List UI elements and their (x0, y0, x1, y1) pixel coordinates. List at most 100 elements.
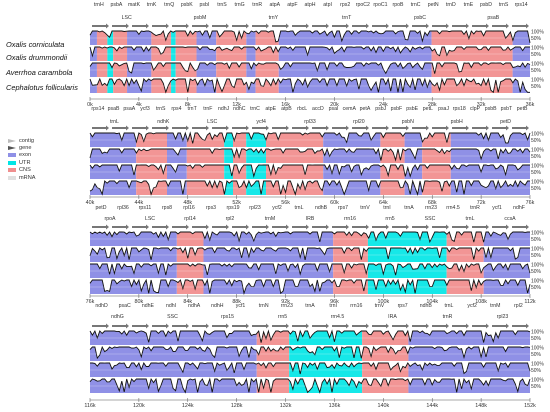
gene-label-top: psbF (391, 106, 403, 112)
gene-arrow (152, 25, 166, 27)
species-label-4: Cephalotus follicularis (6, 83, 78, 92)
gene-label-bottom: rpoA (105, 216, 116, 222)
gene-label-top: ndhJ (218, 106, 230, 112)
axis-tick-label: 56k (281, 200, 290, 206)
identity-gap (90, 331, 530, 343)
gene-label-bottom: rrn5 (385, 216, 394, 222)
identity-trace (90, 361, 531, 375)
identity-trace (89, 230, 530, 244)
gene-arrow-head (166, 23, 169, 29)
gene-label-top: psbB (485, 106, 497, 112)
identity-trace (89, 345, 531, 360)
gene-arrow-head (206, 323, 209, 329)
gene-label-bottom: rpl23 (497, 314, 509, 320)
gene-label-top: ndhE (142, 303, 155, 309)
gene-arrow (132, 226, 146, 228)
gene-arrow (332, 25, 346, 27)
gene-label-top: trnA (404, 205, 414, 211)
gene-arrow (472, 25, 486, 27)
gene-arrow-head (146, 323, 149, 329)
gene-arrow (432, 226, 446, 228)
identity-trace (90, 262, 531, 276)
gene-label-top: ycf1 (492, 205, 502, 211)
gene-arrow (152, 325, 166, 327)
gene-arrow (252, 127, 266, 129)
gene-arrow (412, 226, 426, 228)
gene-label-top: trnC (250, 106, 260, 112)
gene-arrow-head (346, 323, 349, 329)
gene-arrow (112, 226, 126, 228)
gene-label-top: petA (360, 106, 371, 112)
gene-label-top: ndhH (211, 303, 224, 309)
percent-100-label: 100% (531, 148, 544, 154)
gene-arrow (352, 325, 366, 327)
axis-tick-label: 132k (280, 403, 292, 409)
percent-100-label: 100% (531, 362, 544, 368)
mrna-swatch (8, 175, 16, 180)
gene-label-bottom: ndhK (157, 119, 170, 125)
gene-arrow-head (306, 224, 309, 230)
gene-arrow (412, 325, 426, 327)
axis-tick-label: 100k (377, 299, 389, 305)
axis-tick-label: 20k (330, 102, 339, 108)
gene-arrow (472, 127, 486, 129)
gene-label-top: rps14 (515, 2, 528, 8)
gene-arrow (232, 25, 246, 27)
gene-arrow-head (526, 125, 529, 131)
gene-arrow-head (386, 224, 389, 230)
gene-label-top: trnC (411, 2, 421, 8)
axis-tick-label: 60k (330, 200, 339, 206)
gene-arrow (132, 325, 146, 327)
gene-label-bottom: psaB (487, 15, 499, 21)
gene-label-top: cemA (343, 106, 357, 112)
gene-label-top: trnH (94, 2, 104, 8)
gene-label-bottom: psbN (402, 119, 414, 125)
legend: contig gene exon UTR CNS mRNA (8, 137, 35, 181)
gene-label-bottom: psbH (451, 119, 463, 125)
gene-arrow-head (266, 125, 269, 131)
gene-label-top: rbcL (297, 106, 307, 112)
gene-label-top: rpoC1 (373, 2, 387, 8)
gene-label-top: trnS (499, 2, 509, 8)
percent-50-label: 50% (531, 186, 542, 192)
gene-label-top: rpl36 (117, 205, 129, 211)
gene-label-top: psbE (406, 106, 418, 112)
percent-100-label: 100% (531, 247, 544, 253)
gene-label-top: rps8 (162, 205, 172, 211)
gene-label-top: rps14 (91, 106, 104, 112)
identity-trace (89, 179, 530, 196)
gene-arrow-head (306, 323, 309, 329)
gene-arrow (492, 226, 506, 228)
gene-arrow-head (486, 224, 489, 230)
gene-label-top: ndhB (315, 205, 328, 211)
identity-trace (89, 246, 530, 261)
gene-arrow (332, 325, 346, 327)
legend-item-gene: gene (8, 144, 35, 151)
gene-arrow-head (366, 323, 369, 329)
gene-label-bottom: trnR (443, 314, 453, 320)
percent-100-label: 100% (531, 279, 544, 285)
gene-label-top: rps7 (338, 205, 348, 211)
gene-arrow (172, 226, 186, 228)
gene-label-top: rps7 (398, 303, 408, 309)
gene-label-bottom: rrn16 (344, 216, 356, 222)
axis-tick-label: 128k (231, 403, 243, 409)
gene-arrow-head (186, 323, 189, 329)
gene-label-top: trnF (203, 106, 212, 112)
gene-label-top: rps11 (139, 205, 152, 211)
gene-arrow-head (106, 224, 109, 230)
gene-arrow (172, 25, 186, 27)
percent-50-label: 50% (531, 36, 542, 42)
gene-label-top: petD (96, 205, 107, 211)
identity-gap (90, 280, 530, 294)
gene-arrow (512, 127, 526, 129)
gene-label-top: atpI (323, 2, 332, 8)
percent-50-label: 50% (531, 368, 542, 374)
gene-arrow-icon (8, 146, 16, 151)
gene-arrow (372, 325, 386, 327)
gene-arrow-head (206, 125, 209, 131)
gene-arrow-head (486, 125, 489, 131)
gene-label-top: rps3 (206, 205, 216, 211)
legend-item-cns: CNS (8, 167, 35, 174)
gene-arrow (352, 226, 366, 228)
